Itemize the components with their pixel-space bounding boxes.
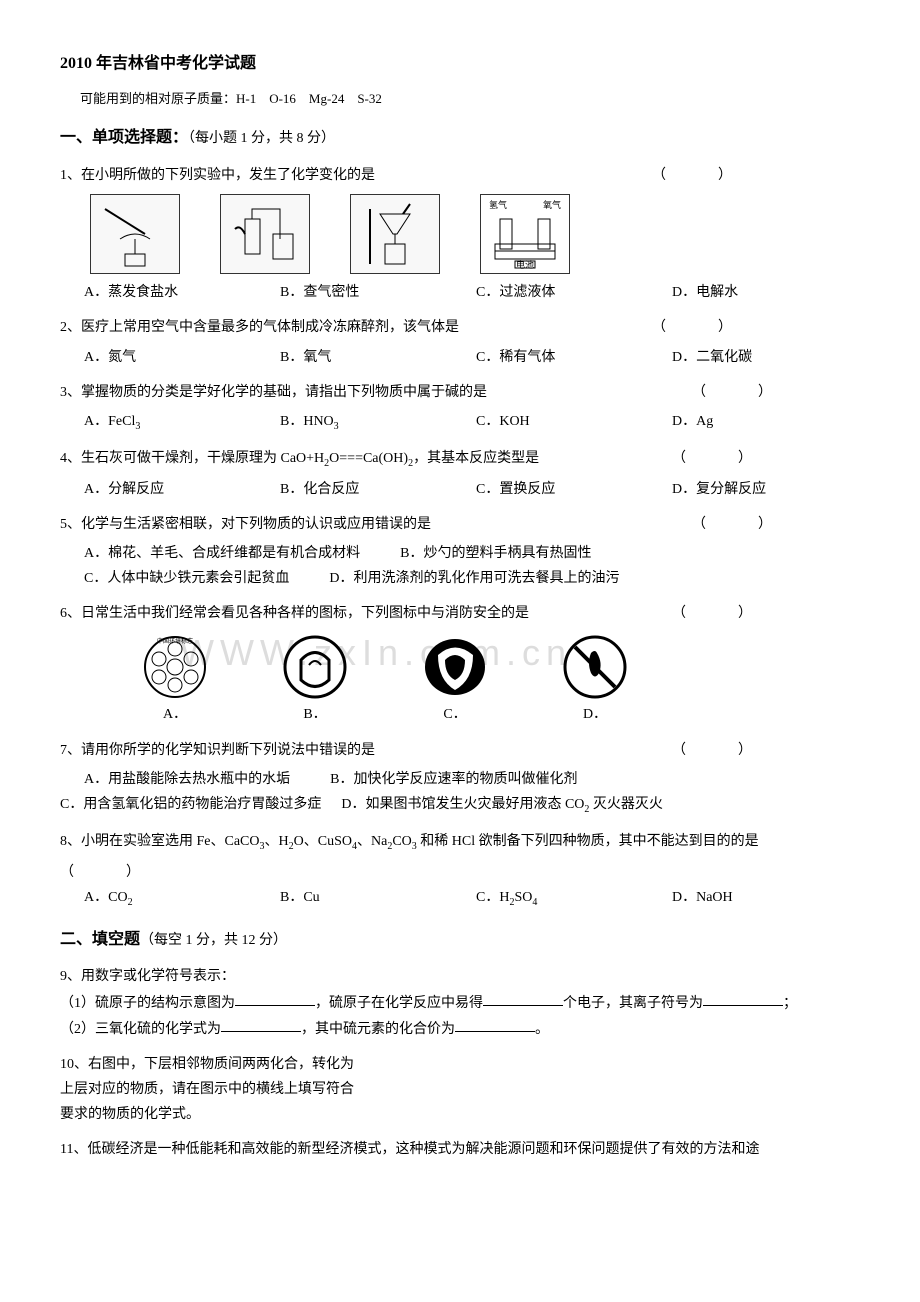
- airtight-diagram: [220, 194, 310, 274]
- q8-option-c: C．H2SO4: [476, 885, 664, 912]
- q4-option-a: A．分解反应: [84, 477, 272, 502]
- water-save-icon: [280, 632, 350, 702]
- q5-option-d: D．利用洗涤剂的乳化作用可洗去餐具上的油污: [329, 566, 619, 591]
- question-8: 8、小明在实验室选用 Fe、CaCO3、H2O、CuSO4、Na2CO3 和稀 …: [60, 829, 860, 912]
- q4-option-d: D．复分解反应: [672, 477, 860, 502]
- q5-option-a: A．棉花、羊毛、合成纤维都是有机合成材料: [84, 541, 360, 566]
- q10-line1: 10、右图中，下层相邻物质间两两化合，转化为: [60, 1052, 860, 1077]
- q7-option-a: A．用盐酸能除去热水瓶中的水垢: [84, 767, 290, 792]
- q6-label-d: D．: [560, 702, 630, 727]
- q6-label-a: A．: [140, 702, 210, 727]
- q9-line1: （1）硫原子的结构示意图为，硫原子在化学反应中易得个电子，其离子符号为；: [60, 990, 860, 1016]
- section-2-header: 二、填空题（每空 1 分，共 12 分）: [60, 926, 860, 955]
- q11-text: 11、低碳经济是一种低能耗和高效能的新型经济模式，这种模式为解决能源问题和环保问…: [60, 1137, 860, 1162]
- q4-text: 4、生石灰可做干燥剂，干燥原理为 CaO+H2O===Ca(OH)2，其基本反应…: [60, 451, 539, 466]
- q7-option-c: C．用含氢氧化铝的药物能治疗胃酸过多症: [60, 792, 321, 819]
- q4-paren: （ ）: [672, 446, 760, 471]
- blank: [221, 1016, 301, 1033]
- cell-label: 电池: [481, 257, 569, 273]
- question-5: 5、化学与生活紧密相联，对下列物质的认识或应用错误的是 （ ） A．棉花、羊毛、…: [60, 512, 860, 592]
- blank: [483, 990, 563, 1007]
- q7-option-b: B．加快化学反应速率的物质叫做催化剂: [330, 767, 577, 792]
- q1-text: 1、在小明所做的下列实验中，发生了化学变化的是: [60, 168, 375, 183]
- blank: [455, 1016, 535, 1033]
- q3-option-c: C．KOH: [476, 409, 664, 436]
- oxygen-label: 氧气: [543, 197, 561, 213]
- q4-option-c: C．置换反应: [476, 477, 664, 502]
- section-1-title: 一、单项选择题：: [60, 129, 188, 146]
- q10-line3: 要求的物质的化学式。: [60, 1102, 860, 1127]
- q3-paren: （ ）: [692, 380, 780, 405]
- question-2: 2、医疗上常用空气中含量最多的气体制成冷冻麻醉剂，该气体是 （ ） A．氮气 B…: [60, 315, 860, 369]
- q8-text: 8、小明在实验室选用 Fe、CaCO3、H2O、CuSO4、Na2CO3 和稀 …: [60, 834, 759, 849]
- q3-text: 3、掌握物质的分类是学好化学的基础，请指出下列物质中属于碱的是: [60, 385, 487, 400]
- q2-text: 2、医疗上常用空气中含量最多的气体制成冷冻麻醉剂，该气体是: [60, 320, 459, 335]
- q8-option-a: A．CO2: [84, 885, 272, 912]
- section-2-title: 二、填空题: [60, 931, 140, 948]
- q3-option-b: B．HNO3: [280, 409, 468, 436]
- q7-text: 7、请用你所学的化学知识判断下列说法中错误的是: [60, 743, 375, 758]
- q8-option-b: B．Cu: [280, 885, 468, 912]
- q3-option-a: A．FeCl3: [84, 409, 272, 436]
- section-1-note: （每小题 1 分，共 8 分）: [188, 131, 335, 146]
- q9-line2: （2）三氧化硫的化学式为，其中硫元素的化合价为。: [60, 1016, 860, 1042]
- question-11: 11、低碳经济是一种低能耗和高效能的新型经济模式，这种模式为解决能源问题和环保问…: [60, 1137, 860, 1162]
- q5-option-c: C．人体中缺少铁元素会引起贫血: [84, 566, 289, 591]
- q9-text: 9、用数字或化学符号表示：: [60, 964, 860, 989]
- q10-line2: 上层对应的物质，请在图示中的横线上填写符合: [60, 1077, 860, 1102]
- question-10: 10、右图中，下层相邻物质间两两化合，转化为 上层对应的物质，请在图示中的横线上…: [60, 1052, 860, 1128]
- svg-text:中国环境标志: 中国环境标志: [156, 637, 192, 645]
- q2-paren: （ ）: [652, 315, 740, 340]
- q5-paren: （ ）: [692, 512, 780, 537]
- evaporation-diagram: [90, 194, 180, 274]
- question-7: 7、请用你所学的化学知识判断下列说法中错误的是 （ ） A．用盐酸能除去热水瓶中…: [60, 738, 860, 819]
- q6-label-b: B．: [280, 702, 350, 727]
- page-title: 2010 年吉林省中考化学试题: [60, 50, 860, 79]
- environment-icon: 中国环境标志: [140, 632, 210, 702]
- q1-option-b: B．查气密性: [280, 280, 468, 305]
- section-1-header: 一、单项选择题：（每小题 1 分，共 8 分）: [60, 124, 860, 153]
- electrolysis-diagram: 氢气 氧气 电池: [480, 194, 570, 274]
- q1-paren: （ ）: [652, 163, 740, 188]
- question-3: 3、掌握物质的分类是学好化学的基础，请指出下列物质中属于碱的是 （ ） A．Fe…: [60, 380, 860, 436]
- q7-paren: （ ）: [672, 738, 760, 763]
- filter-diagram: [350, 194, 440, 274]
- q4-option-b: B．化合反应: [280, 477, 468, 502]
- q2-option-d: D．二氧化碳: [672, 345, 860, 370]
- atomic-masses: 可能用到的相对原子质量：H-1 O-16 Mg-24 S-32: [60, 87, 860, 110]
- q1-option-c: C．过滤液体: [476, 280, 664, 305]
- q6-text: 6、日常生活中我们经常会看见各种各样的图标，下列图标中与消防安全的是: [60, 606, 529, 621]
- q6-label-c: C．: [420, 702, 490, 727]
- blank: [235, 990, 315, 1007]
- hydrogen-label: 氢气: [489, 197, 507, 213]
- q1-option-a: A．蒸发食盐水: [84, 280, 272, 305]
- question-4: 4、生石灰可做干燥剂，干燥原理为 CaO+H2O===Ca(OH)2，其基本反应…: [60, 446, 860, 502]
- q2-option-a: A．氮气: [84, 345, 272, 370]
- q1-images: 氢气 氧气 电池: [60, 194, 860, 274]
- q5-text: 5、化学与生活紧密相联，对下列物质的认识或应用错误的是: [60, 517, 431, 532]
- q3-option-d: D．Ag: [672, 409, 860, 436]
- q8-paren: （ ）: [60, 860, 148, 885]
- question-6: WWW.zxIn.com.cn 6、日常生活中我们经常会看见各种各样的图标，下列…: [60, 601, 860, 727]
- question-9: 9、用数字或化学符号表示： （1）硫原子的结构示意图为，硫原子在化学反应中易得个…: [60, 964, 860, 1041]
- q7-option-d: D．如果图书馆发生火灾最好用液态 CO2 灭火器灭火: [341, 792, 663, 819]
- no-fire-icon: [560, 632, 630, 702]
- q1-option-d: D．电解水: [672, 280, 860, 305]
- blank: [703, 990, 783, 1007]
- q5-option-b: B．炒勺的塑料手柄具有热固性: [400, 541, 591, 566]
- qs-icon: [420, 632, 490, 702]
- q8-option-d: D．NaOH: [672, 885, 860, 912]
- q2-option-c: C．稀有气体: [476, 345, 664, 370]
- q6-paren: （ ）: [672, 601, 760, 626]
- section-2-note: （每空 1 分，共 12 分）: [140, 933, 287, 948]
- question-1: 1、在小明所做的下列实验中，发生了化学变化的是 （ ）: [60, 163, 860, 305]
- q2-option-b: B．氧气: [280, 345, 468, 370]
